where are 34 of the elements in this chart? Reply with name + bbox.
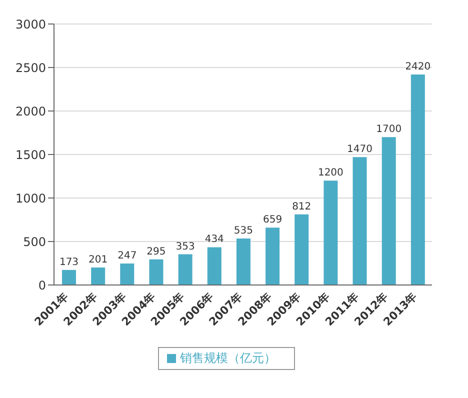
y-tick-label: 0 (38, 278, 46, 292)
data-label: 535 (234, 225, 254, 236)
bar (149, 259, 164, 285)
data-label: 1470 (347, 144, 372, 156)
data-label: 173 (59, 256, 79, 268)
legend-label: 销售规模（亿元） (180, 351, 276, 365)
data-label: 434 (204, 234, 224, 246)
data-label: 353 (176, 241, 195, 252)
bar (324, 180, 338, 285)
bar (207, 247, 222, 285)
bar (178, 254, 192, 285)
y-tick-label: 2500 (15, 60, 46, 75)
bar (266, 228, 280, 285)
y-tick-label: 500 (23, 234, 46, 249)
y-tick-label: 3000 (15, 17, 46, 32)
bar (410, 74, 425, 285)
bar (236, 238, 250, 285)
bar (352, 157, 367, 285)
data-label: 1200 (318, 168, 344, 179)
bar (62, 270, 76, 285)
y-tick-label: 1500 (15, 148, 46, 162)
data-label: 247 (118, 250, 137, 262)
bar (120, 264, 134, 285)
data-label: 1700 (376, 124, 402, 136)
data-label: 295 (146, 246, 166, 258)
y-tick-label: 1000 (15, 191, 46, 206)
data-label: 2420 (405, 61, 431, 72)
data-label: 812 (292, 201, 312, 212)
data-label: 201 (88, 254, 108, 266)
y-tick-label: 2000 (15, 104, 46, 118)
bar (382, 137, 396, 285)
bar (91, 268, 106, 285)
data-label: 659 (262, 214, 282, 226)
bar (294, 214, 309, 285)
